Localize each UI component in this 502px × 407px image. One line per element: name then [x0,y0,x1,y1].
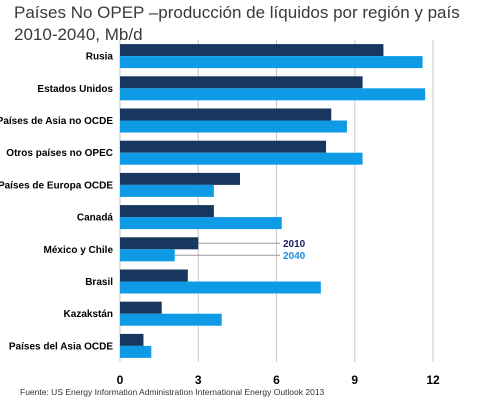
category-label: Países de Asia no OCDE [0,116,113,127]
category-label: Canadá [77,213,114,224]
category-labels: Rusia Estados Unidos Países de Asia no OCD… [0,52,113,353]
bar-2040 [120,249,175,262]
category-label: Otros países no OPEC [6,148,113,159]
category-label: Brasil [85,277,113,288]
x-tick-label: 9 [351,373,358,387]
annotation-2010: 2010 [283,239,306,250]
bar-2010 [120,333,144,346]
source-note: Fuente: US Energy Information Administra… [20,387,325,397]
x-tick-labels: 0 3 6 9 12 [117,373,440,387]
bar-2040 [120,184,214,197]
bar-2010 [120,205,214,218]
bar-2010 [120,108,332,121]
bar-2040 [120,217,282,230]
category-label: Países del Asia OCDE [9,341,113,352]
bar-2040 [120,56,423,69]
bar-2040 [120,152,363,165]
bar-2040 [120,313,222,326]
bar-2010 [120,301,162,314]
x-tick-label: 6 [273,373,280,387]
bar-2010 [120,44,384,57]
bar-2040 [120,281,321,294]
annotation-2040: 2040 [283,251,306,262]
bar-2040 [120,120,347,133]
bar-2010 [120,269,188,282]
bars [120,44,426,358]
bar-2010 [120,172,240,185]
bar-2010 [120,76,363,89]
bar-2040 [120,88,426,101]
category-label: Rusia [86,52,114,63]
x-tick-label: 0 [117,373,124,387]
bar-2010 [120,140,327,153]
category-label: México y Chile [44,245,114,256]
x-tick-label: 12 [426,373,440,387]
category-label: Países de Europa OCDE [0,180,113,191]
x-tick-label: 3 [195,373,202,387]
category-label: Kazakstán [64,309,113,320]
bar-2040 [120,345,152,358]
category-label: Estados Unidos [37,84,113,95]
chart-title: Países No OPEP –producción de líquidos p… [14,3,460,44]
bar-2010 [120,237,199,250]
